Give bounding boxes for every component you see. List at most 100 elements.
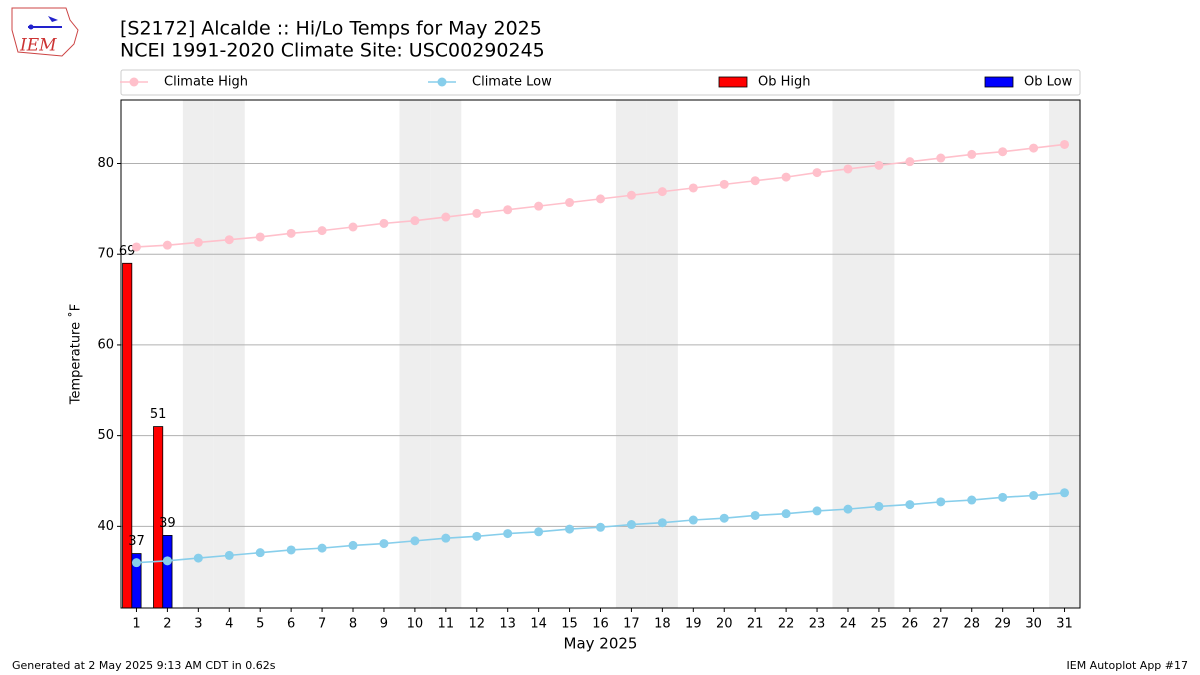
series-point	[1060, 139, 1070, 149]
series-point	[224, 550, 234, 560]
series-point	[441, 533, 451, 543]
series-point	[998, 147, 1008, 157]
x-tick-label: 13	[499, 617, 516, 632]
series-point	[657, 187, 667, 197]
series-point	[534, 201, 544, 211]
series-point	[472, 208, 482, 218]
series-point	[348, 540, 358, 550]
series-point	[657, 518, 667, 528]
series-point	[379, 539, 389, 549]
x-tick-label: 15	[561, 617, 578, 632]
series-point	[874, 501, 884, 511]
series-point	[781, 172, 791, 182]
series-point	[905, 500, 915, 510]
x-tick-label: 28	[963, 617, 980, 632]
y-axis-label: Temperature ˚F	[68, 304, 84, 405]
series-point	[719, 513, 729, 523]
x-tick-label: 9	[380, 617, 388, 632]
series-point	[967, 149, 977, 159]
series-point	[874, 160, 884, 170]
chart-title: [S2172] Alcalde :: Hi/Lo Temps for May 2…	[120, 18, 542, 40]
x-tick-label: 16	[592, 617, 609, 632]
series-point	[317, 226, 327, 236]
weekend-band	[615, 100, 647, 608]
series-point	[503, 529, 513, 539]
weekend-band	[1049, 100, 1080, 608]
weekend-band	[832, 100, 864, 608]
series-point	[286, 545, 296, 555]
series-point	[781, 509, 791, 519]
series-point	[472, 531, 482, 541]
series-point	[596, 194, 605, 204]
x-tick-label: 5	[256, 617, 264, 632]
series-point	[967, 495, 977, 505]
series-point	[1029, 143, 1039, 153]
legend-label: Ob High	[758, 75, 811, 90]
x-tick-label: 7	[318, 617, 326, 632]
plot-frame	[120, 99, 1081, 609]
series-point	[255, 232, 265, 242]
series-point	[936, 153, 946, 163]
x-tick-label: 31	[1056, 617, 1073, 632]
series-point	[843, 504, 853, 514]
series-point	[162, 556, 172, 566]
series-point	[503, 205, 513, 215]
series-point	[688, 183, 698, 193]
series-point	[286, 228, 296, 238]
x-tick-label: 18	[654, 617, 671, 632]
series-point	[1029, 491, 1039, 501]
x-tick-label: 27	[933, 617, 950, 632]
series-point	[162, 240, 172, 250]
legend-label: Climate High	[164, 75, 248, 90]
series-point	[410, 536, 420, 546]
x-axis-label: May 2025	[564, 635, 638, 653]
series-point	[812, 506, 822, 516]
x-tick-label: 14	[530, 617, 547, 632]
bar-value-label: 37	[128, 534, 145, 549]
series-point	[255, 548, 265, 558]
footer-left: Generated at 2 May 2025 9:13 AM CDT in 0…	[12, 659, 276, 672]
series-point	[565, 524, 575, 534]
series-point	[224, 235, 234, 245]
x-tick-label: 1	[132, 617, 140, 632]
weekend-band	[430, 100, 462, 608]
x-tick-label: 30	[1025, 617, 1042, 632]
series-point	[626, 520, 636, 530]
series-point	[596, 522, 605, 532]
series-point	[379, 218, 389, 228]
series-point	[131, 558, 141, 568]
x-tick-label: 2	[163, 617, 171, 632]
series-point	[936, 497, 946, 507]
series-point	[317, 543, 327, 553]
logo-text: IEM	[19, 36, 57, 56]
bar-value-label: 39	[159, 516, 176, 531]
series-point	[193, 553, 203, 563]
weekend-band	[646, 100, 678, 608]
series-point	[688, 515, 698, 525]
chart-subtitle: NCEI 1991-2020 Climate Site: USC00290245	[120, 40, 545, 62]
bar-value-label: 69	[119, 244, 136, 259]
weekend-band	[863, 100, 895, 608]
series-point	[812, 168, 822, 178]
footer-right: IEM Autoplot App #17	[1067, 659, 1189, 672]
legend-box	[120, 69, 1081, 96]
x-tick-label: 23	[809, 617, 826, 632]
series-point	[348, 222, 358, 232]
series-point	[441, 212, 451, 222]
x-tick-label: 17	[623, 617, 640, 632]
series-point	[534, 527, 544, 537]
x-tick-label: 21	[747, 617, 764, 632]
series-point	[998, 492, 1008, 502]
series-point	[565, 198, 575, 208]
x-tick-label: 22	[778, 617, 795, 632]
x-tick-label: 29	[994, 617, 1011, 632]
x-tick-label: 10	[407, 617, 424, 632]
series-point	[750, 176, 760, 186]
legend-marker	[437, 77, 447, 87]
series-point	[193, 237, 203, 247]
x-tick-label: 26	[902, 617, 919, 632]
y-tick-label: 40	[97, 519, 114, 534]
legend-label: Climate Low	[472, 75, 552, 90]
y-tick-label: 50	[97, 428, 114, 443]
y-tick-label: 60	[97, 337, 114, 352]
